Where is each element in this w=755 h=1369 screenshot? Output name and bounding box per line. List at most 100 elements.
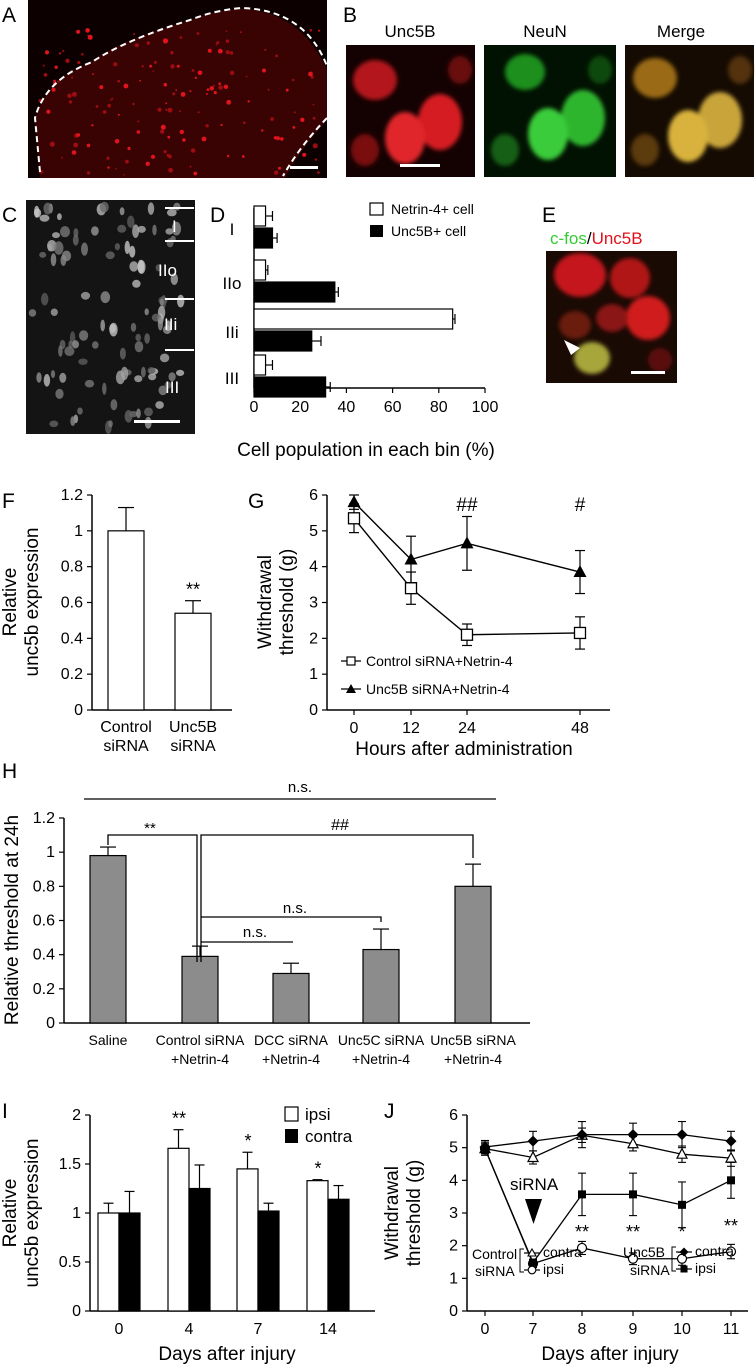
cell-dot [81,53,84,56]
cell-dot [159,353,170,363]
legend-d-series1: Netrin-4+ cell [391,201,474,217]
y-tick-label: 1.5 [59,1156,81,1173]
cell-dot [125,159,129,164]
cell-dot [57,80,60,83]
legend-d-series2: Unc5B+ cell [391,223,466,239]
cell-dot [99,201,109,213]
category-label: Unc5B siRNA [430,1032,516,1048]
cell-dot [54,65,58,69]
cell-dot [119,347,126,360]
cell-dot [209,86,214,91]
axis-g-ylabel-line1: Withdrawal [255,555,276,649]
arrowhead-marker [564,340,580,355]
cell-dot [117,113,120,116]
cell-dot [155,264,162,272]
bar [362,948,400,1024]
y-tick-label: 1 [46,844,55,861]
cell-dot [111,97,114,100]
cell-dot [223,84,229,90]
cell-dot [105,251,115,260]
panel-letter-a: A [2,4,16,27]
cell-dot [134,375,143,383]
axis-i-ylabel: Relativeunc5b expression [0,1139,43,1288]
series-line [484,1133,732,1148]
cell-dot [247,100,250,103]
cell-dot [167,107,173,113]
data-point [404,582,418,595]
x-tick-label: 48 [571,720,589,737]
axis-j-ylabel: Withdrawalthreshold (g) [382,1160,425,1267]
y-tick-label: 2 [72,1107,81,1124]
cell-dot [43,374,51,387]
cell-dot [81,242,88,256]
cell-dot [99,85,104,90]
legend-j-unc5b-2: siRNA [630,1262,670,1278]
chart-d: 0 20 40 60 80 100 I IIo IIi III Cell population … [223,201,499,461]
data-point [627,1253,639,1264]
cell-dot [129,261,139,272]
cell-dot [41,292,49,306]
cell-dot [292,78,295,82]
y-tick-label: 0.2 [61,666,83,683]
cell-dot [49,141,55,147]
significance-mark: * [244,1131,251,1151]
cell-dot [157,317,163,331]
bracket-label: ** [144,820,156,837]
y-tick-label: 2 [449,1238,458,1255]
cell-dot [197,111,200,114]
axis-i-xlabel: Days after injury [158,1344,296,1365]
cell-dot [312,143,318,149]
cell-dot [92,341,99,349]
y-tick-label: 1.2 [61,487,83,504]
cell-dot [65,58,70,63]
cell-dot [310,75,314,79]
data-point [629,1190,637,1199]
bracket-line [201,916,382,922]
cell-dot [292,126,296,129]
data-point [676,1129,688,1141]
y-tick-label: 0 [309,702,318,719]
cell-dot [241,155,245,158]
cell-dot [57,213,62,221]
cell-dot [239,31,242,34]
layer-label-iio: IIo [158,261,177,280]
axis-j-ylabel-line1: Withdrawal [382,1166,403,1260]
cell-dot [226,99,232,105]
micrograph-a [28,0,328,178]
panel-letter-h: H [2,760,17,783]
cell-dot [134,43,139,48]
cell-dot [267,88,270,91]
cell-dot [197,70,203,76]
bar [253,259,267,281]
category-label: Control [100,719,152,736]
cell-dot [147,202,155,215]
cell-dot [229,51,234,55]
cell-dot [170,51,174,55]
cell-dot [61,156,63,159]
cell-dot [165,228,174,235]
cell-dot [100,291,111,304]
data-point [576,1242,588,1254]
scale-bar-e [631,371,665,374]
bar [306,1180,329,1312]
legend-g-series2: Unc5B siRNA+Netrin-4 [366,681,510,697]
cell-dot [132,279,141,288]
cell-dot [136,130,141,134]
cell-dot [107,103,111,108]
series-line [353,501,581,573]
cell-dot [159,298,164,307]
bar [236,1168,259,1312]
bar [257,1210,280,1312]
x-tick-label: 4 [185,1321,194,1338]
cell-dot [77,60,81,65]
x-tick-label: 11 [723,1321,740,1338]
cell-dot [193,171,198,176]
data-point [573,565,587,578]
cell-dot [50,308,58,316]
data-point [347,512,361,525]
bracket-line [107,834,198,962]
significance-mark: ** [626,1222,640,1242]
cell-dot [50,253,57,267]
cell-dot [139,79,142,82]
cell-dot [59,52,62,55]
